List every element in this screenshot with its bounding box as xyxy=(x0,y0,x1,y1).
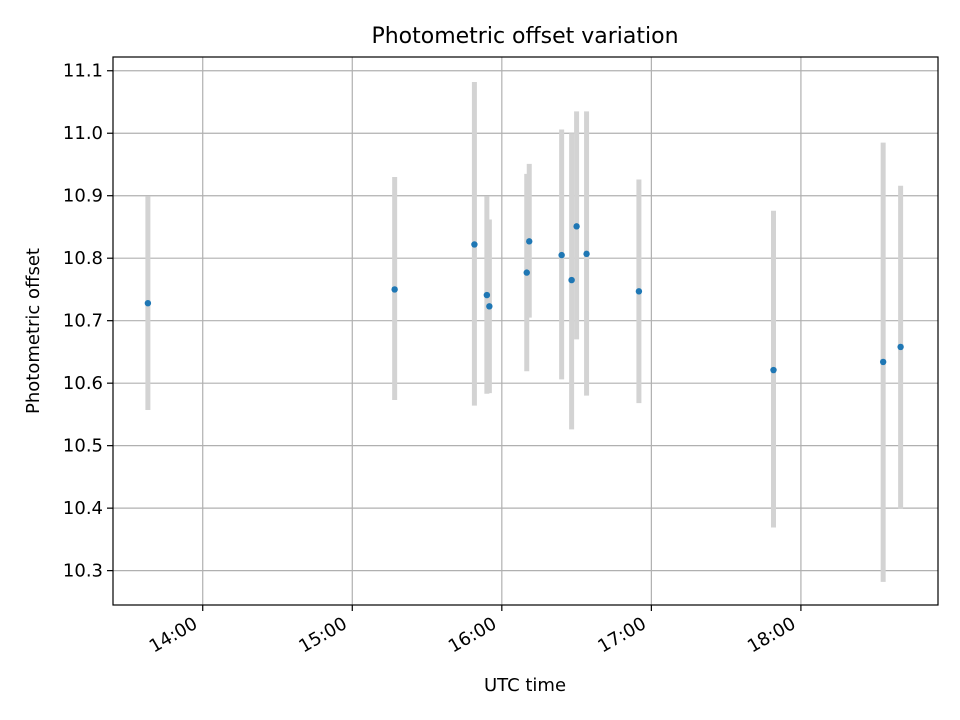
data-point xyxy=(879,358,887,366)
y-tick-label: 10.8 xyxy=(63,248,103,269)
x-tick-label: 17:00 xyxy=(594,613,649,657)
x-axis-label: UTC time xyxy=(484,675,566,696)
y-tick-label: 10.5 xyxy=(63,436,103,457)
x-tick-label: 18:00 xyxy=(744,613,799,657)
y-tick-label: 10.4 xyxy=(63,498,103,519)
x-tick-label: 16:00 xyxy=(445,613,500,657)
y-axis-ticks: 10.3 10.4 10.5 10.6 10.7 10.8 10.9 11.0 11.1 xyxy=(63,61,113,582)
y-tick-label: 11.0 xyxy=(63,123,103,144)
grid xyxy=(113,57,938,605)
y-tick-label: 10.3 xyxy=(63,561,103,582)
data-point xyxy=(144,299,152,307)
data-point xyxy=(523,269,530,276)
data-point xyxy=(635,288,643,295)
chart-title: Photometric offset variation xyxy=(371,24,678,49)
y-axis-label: Photometric offset xyxy=(23,248,44,414)
data-point xyxy=(486,303,493,310)
data-point xyxy=(471,241,478,248)
data-point xyxy=(568,276,575,284)
data-point xyxy=(583,250,590,258)
data-point xyxy=(573,223,580,230)
data-point xyxy=(558,251,565,259)
plot-frame xyxy=(112,56,939,606)
y-tick-label: 10.6 xyxy=(63,373,103,394)
data-point xyxy=(483,291,491,299)
x-axis-ticks: 14:00 15:00 16:00 17:00 18:00 xyxy=(146,605,802,657)
y-tick-label: 11.1 xyxy=(63,61,103,82)
data-point xyxy=(526,238,533,245)
x-tick-label: 14:00 xyxy=(146,613,201,657)
y-tick-label: 10.9 xyxy=(63,186,103,207)
x-tick-label: 15:00 xyxy=(295,613,350,657)
data-point xyxy=(770,366,777,374)
error-bars xyxy=(145,81,904,582)
y-tick-label: 10.7 xyxy=(63,311,103,332)
data-points xyxy=(144,223,904,374)
data-point xyxy=(897,343,904,351)
data-point xyxy=(391,286,398,293)
